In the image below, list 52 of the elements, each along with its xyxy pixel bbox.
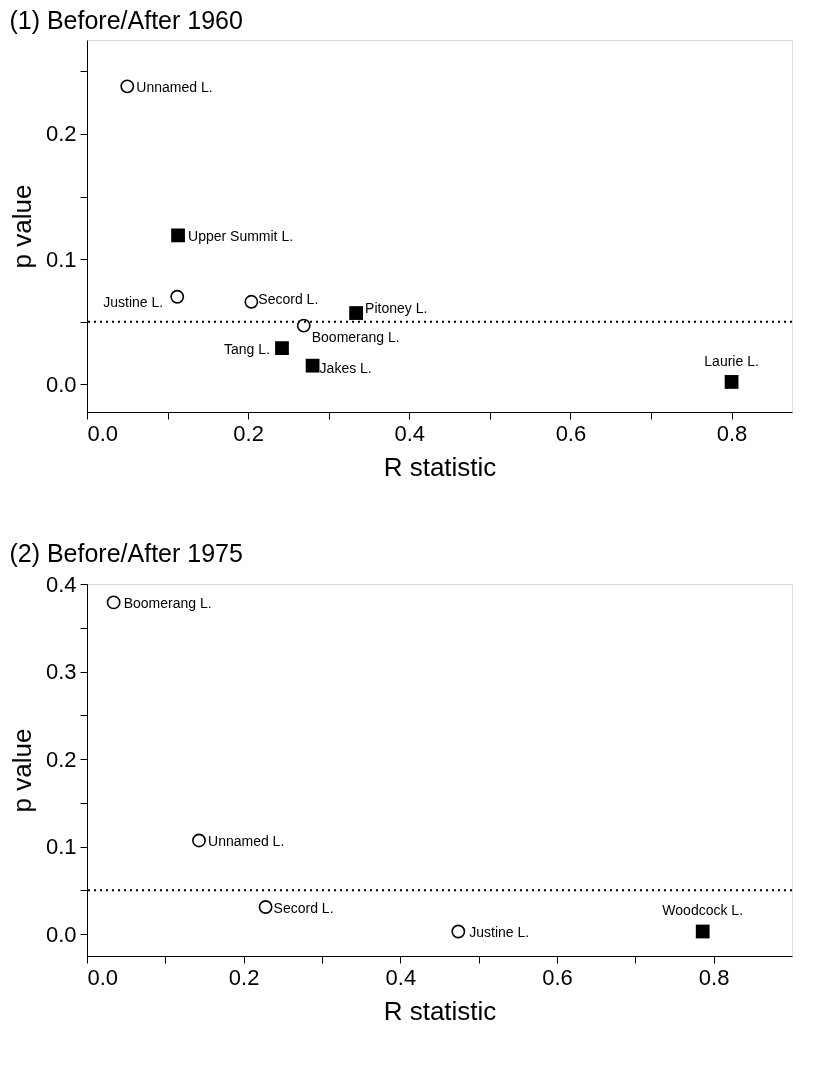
- annotation: Laurie L.: [704, 352, 759, 369]
- annotation: Jakes L.: [319, 359, 372, 376]
- x-tick-label: 0.6: [542, 964, 573, 990]
- point: [275, 341, 289, 356]
- y-tick-label: 0.1: [45, 246, 77, 272]
- point: [120, 79, 135, 94]
- point: [171, 228, 185, 243]
- x-tick-label: 0.0: [87, 420, 119, 446]
- y-tick-label: 0.0: [45, 371, 77, 397]
- x-axis-title: R statistic: [383, 995, 497, 1026]
- y-tick-label: 0.0: [45, 921, 77, 947]
- point: [695, 924, 710, 939]
- annotation: Unnamed L.: [208, 833, 285, 850]
- y-axis-title: p value: [6, 728, 37, 813]
- point: [258, 900, 273, 914]
- x-tick-label: 0.4: [385, 964, 417, 990]
- x-tick-label: 0.2: [233, 420, 264, 446]
- chart-title: (2) Before/After 1975: [9, 539, 243, 567]
- annotation: Boomerang L.: [123, 595, 212, 612]
- annotation: Upper Summit L.: [188, 228, 294, 245]
- x-tick-label: 0.6: [555, 420, 587, 446]
- y-tick-label: 0.1: [45, 834, 77, 860]
- annotation: Unnamed L.: [136, 79, 213, 96]
- point: [724, 375, 739, 389]
- annotation: Woodcock L.: [662, 902, 744, 919]
- y-tick-label: 0.2: [45, 746, 77, 772]
- annotation: Justine L.: [103, 293, 164, 310]
- x-tick-label: 0.8: [698, 964, 730, 990]
- y-axis-title: p value: [6, 184, 37, 269]
- point: [296, 318, 311, 333]
- point: [451, 924, 466, 939]
- annotation: Secord L.: [258, 290, 319, 307]
- annotation: Justine L.: [469, 924, 530, 941]
- point: [106, 595, 121, 610]
- annotation: Tang L.: [224, 341, 270, 358]
- point: [192, 833, 206, 848]
- point: [305, 358, 320, 373]
- x-axis-title: R statistic: [383, 451, 497, 482]
- point: [170, 289, 185, 304]
- y-tick-label: 0.4: [45, 571, 77, 597]
- y-tick-label: 0.2: [45, 121, 77, 147]
- y-tick-label: 0.3: [45, 659, 77, 685]
- point: [244, 294, 259, 309]
- x-tick-label: 0.4: [394, 420, 426, 446]
- point: [349, 306, 363, 320]
- annotation: Boomerang L.: [311, 328, 400, 345]
- x-tick-label: 0.0: [87, 964, 119, 990]
- x-tick-label: 0.8: [716, 420, 748, 446]
- annotation: Pitoney L.: [365, 300, 428, 317]
- annotation: Secord L.: [273, 899, 334, 916]
- chart-title: (1) Before/After 1960: [9, 6, 243, 34]
- x-tick-label: 0.2: [228, 964, 260, 990]
